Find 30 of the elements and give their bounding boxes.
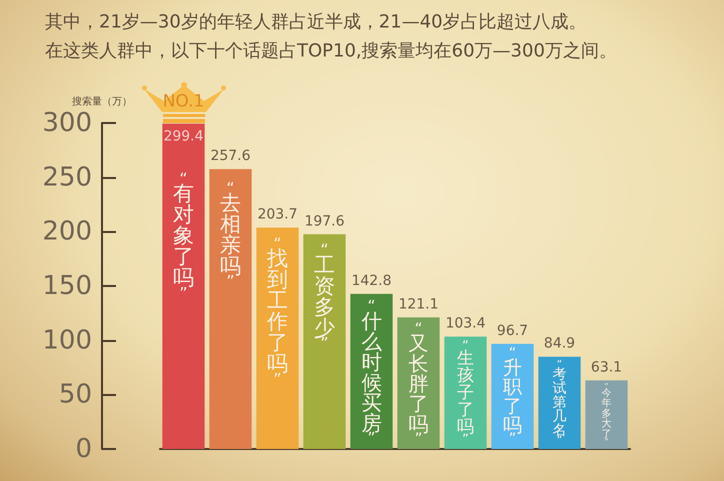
data-label: 121.1	[398, 296, 439, 312]
data-label: 203.7	[257, 206, 298, 223]
y-tick-label: 50	[58, 380, 92, 410]
x-tick-label: “升职了吗”	[503, 346, 522, 448]
x-tick-label: “考试第几名”	[552, 358, 566, 446]
y-tick-label: 200	[42, 216, 92, 247]
data-label: 257.6	[210, 148, 251, 164]
data-label: 96.7	[496, 322, 528, 339]
chart-subtitle: 在这类人群中，以下十个话题占TOP10,搜索量均在60万—300万之间。	[45, 40, 617, 62]
y-tick-label: 300	[42, 108, 92, 138]
data-label: 299.4	[163, 128, 204, 145]
y-tick-label: 0	[75, 434, 92, 464]
y-tick-label: 150	[42, 271, 92, 301]
data-label: 103.4	[445, 316, 486, 332]
y-tick-label: 250	[42, 162, 92, 192]
x-tick-label: “有对象了吗”	[173, 168, 194, 302]
data-label: 63.1	[590, 359, 622, 376]
x-tick-label: “去相亲吗”	[220, 178, 241, 291]
y-tick-label: 100	[42, 325, 92, 356]
x-tick-label: “找到工作了吗”	[266, 234, 288, 388]
x-tick-label: “什么时候买房”	[360, 297, 382, 447]
text: NO.1	[162, 92, 204, 112]
data-label: 142.8	[351, 272, 392, 289]
data-label: 197.6	[304, 213, 345, 230]
data-label: 84.9	[544, 336, 576, 352]
x-tick-label: “生孩子了吗”	[457, 338, 474, 447]
chart-title: 其中，21岁—30岁的年轻人群占近半成，21—40岁占比超过八成。	[45, 12, 587, 32]
y-axis-title: 搜索量（万）	[72, 96, 132, 108]
x-tick-label: “工资多少”	[314, 240, 335, 353]
x-tick-label: “又长胖了吗”	[408, 320, 428, 448]
